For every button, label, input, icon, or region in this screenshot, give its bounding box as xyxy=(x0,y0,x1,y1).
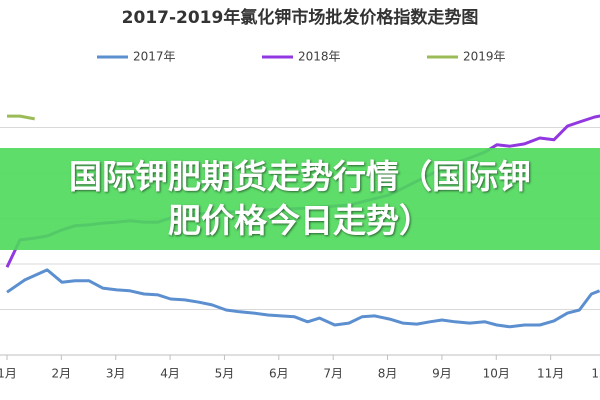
x-tick-label: 11月 xyxy=(537,367,564,381)
x-tick-label: 9月 xyxy=(432,367,452,381)
x-tick-label: 4月 xyxy=(160,367,180,381)
x-tick-label: 10月 xyxy=(483,367,510,381)
legend-label: 2019年 xyxy=(463,50,506,64)
x-tick-label: 7月 xyxy=(323,367,343,381)
x-tick-label: 6月 xyxy=(269,367,289,381)
x-tick-label: 5月 xyxy=(215,367,235,381)
series-line xyxy=(6,268,600,329)
chart-title: 2017-2019年氯化钾市场批发价格指数走势图 xyxy=(122,7,479,28)
x-tick-label: 1月 xyxy=(0,367,17,381)
banner: 国际钾肥期货走势行情（国际钾肥价格今日走势） xyxy=(0,148,600,250)
banner-text: 国际钾肥期货走势行情（国际钾肥价格今日走势） xyxy=(69,157,531,240)
x-tick-label: 2月 xyxy=(52,367,72,381)
x-tick-label: 3月 xyxy=(106,367,126,381)
x-tick-label: 12月 xyxy=(591,367,600,381)
legend-label: 2017年 xyxy=(133,50,176,64)
x-tick-label: 8月 xyxy=(378,367,398,381)
legend-label: 2018年 xyxy=(298,50,341,64)
series-line xyxy=(7,114,35,121)
